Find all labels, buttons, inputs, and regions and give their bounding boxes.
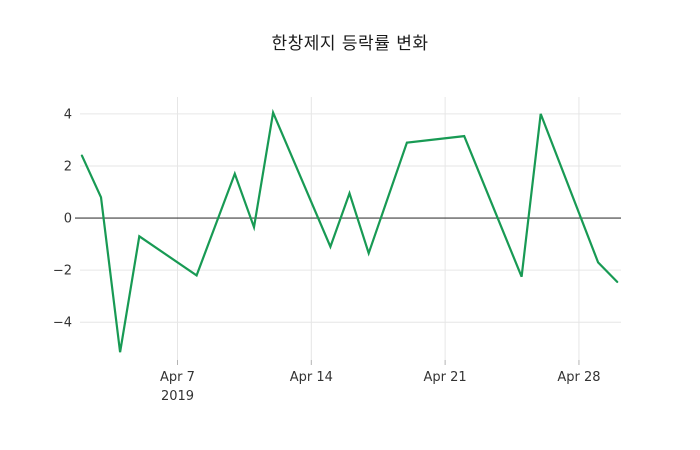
x-tick-label: Apr 14	[290, 370, 333, 385]
y-tick-label: −4	[53, 316, 72, 331]
price-change-line	[80, 108, 619, 353]
y-tick-label: 2	[64, 160, 72, 175]
y-tick-label: 0	[64, 212, 72, 227]
chart-title: 한창제지 등락률 변화	[271, 34, 429, 54]
y-tick-label: −2	[53, 264, 72, 279]
x-tick-label: Apr 7	[160, 370, 195, 385]
x-tick-label: Apr 28	[557, 370, 600, 385]
x-tick-year-label: 2019	[161, 389, 194, 404]
x-tick-label: Apr 21	[424, 370, 467, 385]
y-tick-label: 4	[64, 107, 72, 122]
